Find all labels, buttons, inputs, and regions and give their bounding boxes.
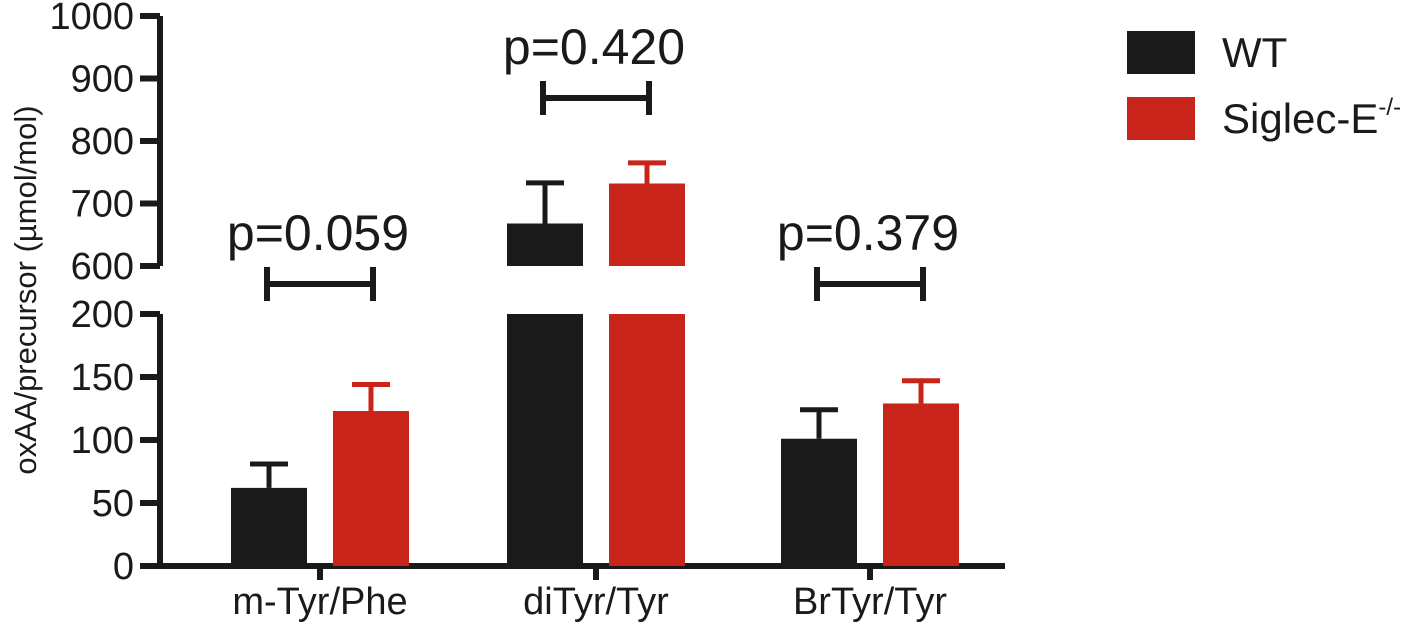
bar (333, 411, 409, 566)
legend-swatch (1127, 97, 1195, 140)
bar-lower-segment (609, 314, 685, 566)
y-lower-tick-label: 150 (71, 357, 134, 399)
p-value-label: p=0.420 (503, 19, 685, 75)
y-upper-tick-label: 600 (71, 246, 134, 288)
p-value-label: p=0.059 (227, 205, 409, 261)
bar-lower-segment (507, 314, 583, 566)
x-tick-label: BrTyr/Tyr (793, 581, 947, 623)
p-value-label: p=0.379 (777, 205, 959, 261)
bar (507, 223, 583, 266)
y-upper-tick-label: 700 (71, 184, 134, 226)
bar (781, 438, 857, 566)
y-lower-tick-label: 50 (92, 483, 134, 525)
legend-superscript: -/- (1378, 94, 1401, 121)
bar (609, 183, 685, 266)
y-upper-tick-label: 800 (71, 121, 134, 163)
bars (231, 160, 959, 566)
annotations: p=0.059 p=0.420 p=0.379 (227, 19, 959, 301)
y-axis-label: oxAA/precursor (µmol/mol) (8, 105, 43, 474)
legend-swatch (1127, 31, 1195, 74)
y-lower-tick-label: 100 (71, 420, 134, 462)
bar (883, 403, 959, 566)
x-tick-label: m-Tyr/Phe (232, 581, 407, 623)
y-lower-tick-label: 0 (113, 546, 134, 588)
x-tick-label: diTyr/Tyr (523, 581, 669, 623)
bar (231, 487, 307, 566)
legend-label: Siglec-E-/- (1222, 94, 1401, 142)
y-upper-tick-label: 1000 (49, 0, 134, 38)
y-upper-tick-label: 900 (71, 59, 134, 101)
y-lower-tick-label: 200 (71, 294, 134, 336)
legend: WT Siglec-E-/- (1127, 29, 1401, 142)
axes: 0 50 100 150 200 600 700 800 900 1000 m-Tyr/Phe diT… (49, 0, 1005, 623)
legend-label: WT (1222, 29, 1287, 76)
